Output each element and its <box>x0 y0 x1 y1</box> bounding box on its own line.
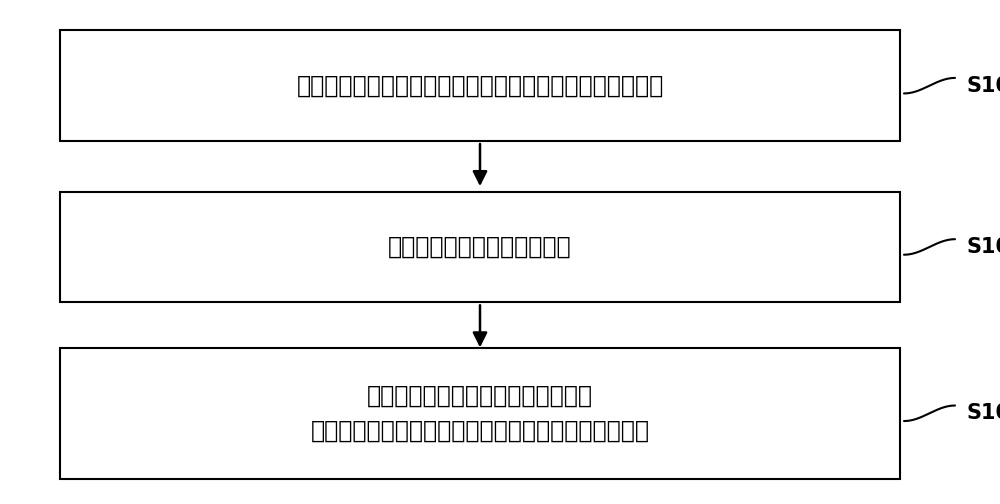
Text: S102: S102 <box>967 76 1000 96</box>
Text: 通过上位机发送测试用例至单片机，
并根据单片机返回的数据判定测试程序的逻辑是否正确: 通过上位机发送测试用例至单片机， 并根据单片机返回的数据判定测试程序的逻辑是否正… <box>310 384 650 443</box>
Text: S106: S106 <box>967 403 1000 423</box>
FancyBboxPatch shape <box>60 192 900 302</box>
Text: 获取预先生成的测试用例以及根据测试用例生成的测试程序: 获取预先生成的测试用例以及根据测试用例生成的测试程序 <box>296 74 664 98</box>
FancyBboxPatch shape <box>60 348 900 479</box>
Text: S104: S104 <box>967 237 1000 257</box>
FancyBboxPatch shape <box>60 30 900 141</box>
Text: 获取烧写有测试程序的单片机: 获取烧写有测试程序的单片机 <box>388 235 572 259</box>
